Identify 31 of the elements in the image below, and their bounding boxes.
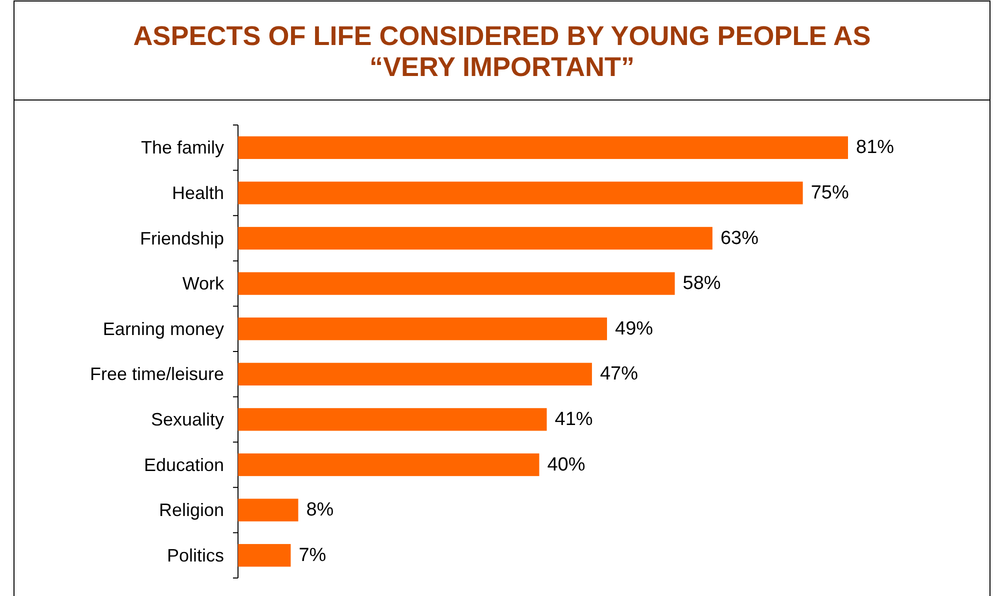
data-label: 81% [856, 137, 894, 158]
y-tick-label: Politics [166, 545, 224, 566]
y-tick-label: Free time/leisure [90, 364, 224, 384]
y-tick-label: Work [182, 274, 225, 294]
data-label: 7% [298, 544, 326, 566]
y-tick-label: Education [144, 454, 224, 475]
bar [238, 182, 803, 204]
bar [238, 453, 540, 476]
bar [238, 136, 848, 159]
bar [238, 544, 291, 567]
data-label: 63% [720, 228, 759, 249]
bar [238, 408, 547, 431]
data-label: 75% [810, 182, 849, 204]
data-label: 8% [306, 500, 334, 521]
y-tick-label: Earning money [102, 318, 224, 339]
y-tick-label: Sexuality [150, 409, 224, 430]
data-label: 41% [554, 408, 593, 430]
bar [238, 318, 608, 340]
data-label: 40% [547, 454, 586, 476]
data-label: 49% [615, 318, 654, 340]
data-label: 58% [682, 273, 721, 294]
bar [238, 498, 298, 522]
bar [238, 226, 712, 250]
y-tick-label: Religion [158, 500, 224, 520]
bar [238, 362, 592, 386]
y-tick-label: Friendship [140, 228, 224, 248]
chart-title: ASPECTS OF LIFE CONSIDERED BY YOUNG PEOPLE AS “VERY IMPORTANT” [133, 21, 871, 82]
y-tick-label: Health [172, 182, 224, 203]
data-label: 47% [600, 364, 638, 385]
y-tick-label: The family [140, 138, 224, 158]
bar [238, 272, 675, 295]
